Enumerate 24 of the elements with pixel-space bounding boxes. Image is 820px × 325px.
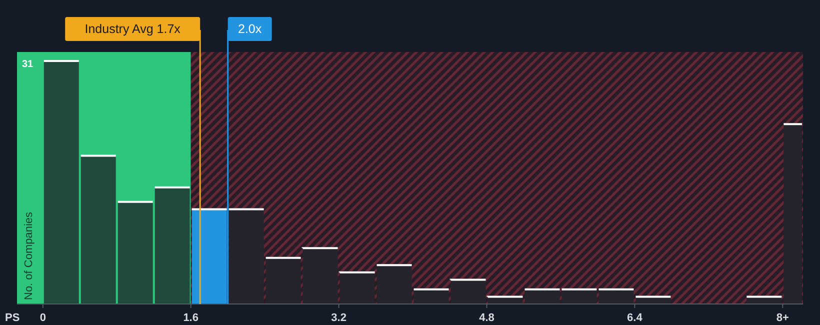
bar bbox=[524, 288, 561, 305]
bar bbox=[228, 208, 265, 305]
bar bbox=[634, 296, 672, 305]
bar bbox=[412, 288, 450, 305]
bar bbox=[80, 154, 117, 305]
bar bbox=[154, 186, 191, 305]
bar bbox=[42, 60, 80, 305]
x-tick-label: 1.6 bbox=[183, 312, 198, 324]
x-tick-label: 8+ bbox=[776, 312, 789, 324]
x-tick-label: 6.4 bbox=[627, 312, 644, 324]
bar bbox=[264, 256, 302, 305]
annotation: 31 bbox=[22, 59, 34, 70]
bar bbox=[746, 296, 783, 305]
bar bbox=[598, 288, 635, 305]
y-axis-title: No. of Companies bbox=[23, 211, 35, 300]
bar bbox=[116, 200, 154, 305]
x-tick-label: 0 bbox=[40, 312, 46, 324]
bar bbox=[560, 288, 598, 305]
x-tick-label: 3.2 bbox=[331, 312, 346, 324]
ref-line-label: Industry Avg 1.7x bbox=[84, 22, 182, 36]
ref-line-label: 2.0x bbox=[238, 22, 262, 36]
bar bbox=[376, 264, 413, 305]
x-tick-label: 4.8 bbox=[479, 312, 494, 324]
x-axis-title: PS bbox=[5, 312, 20, 324]
